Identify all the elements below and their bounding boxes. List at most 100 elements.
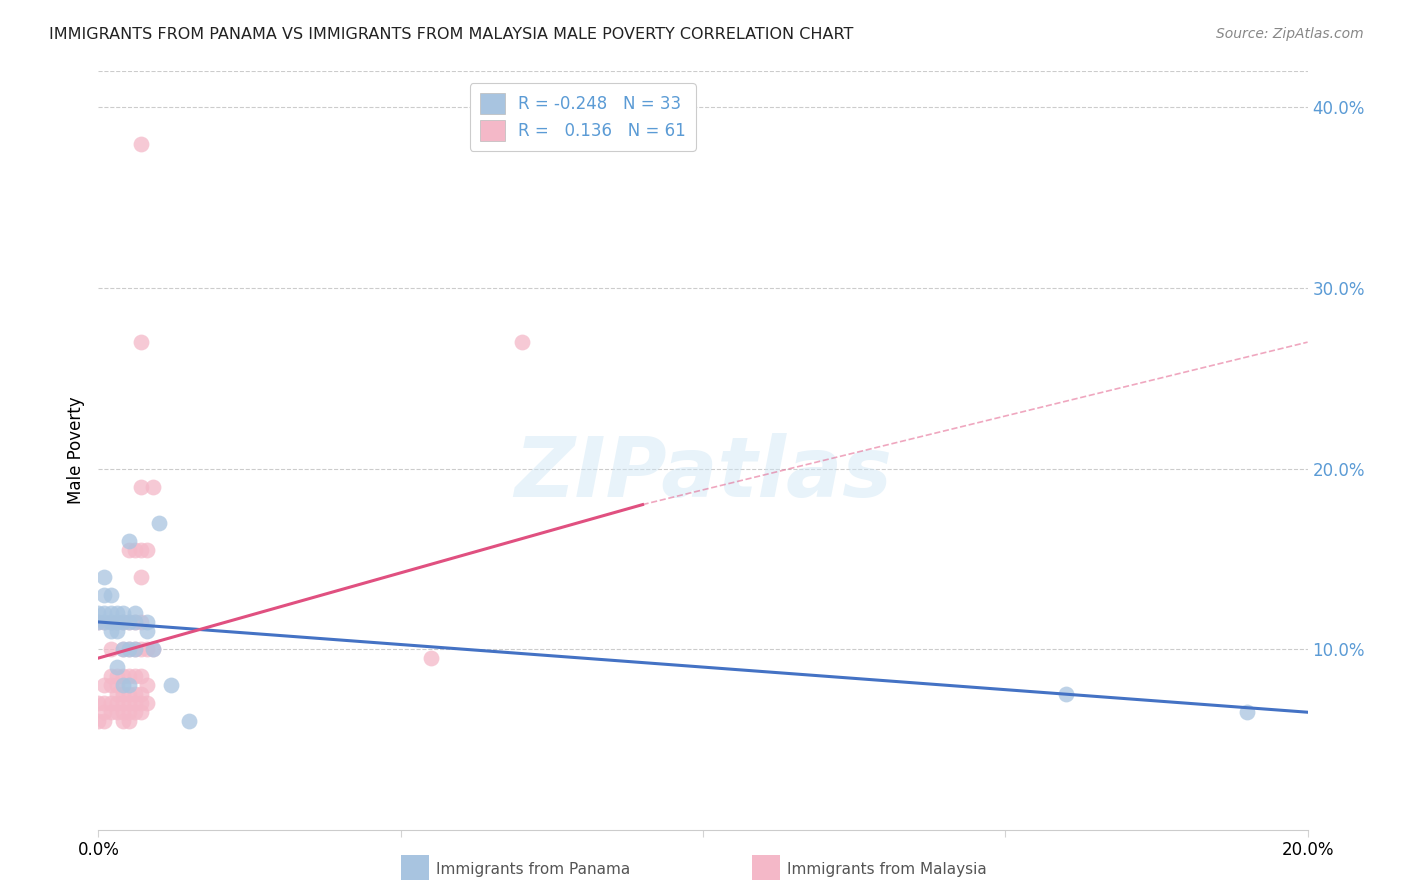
Point xyxy=(129,687,152,701)
Point xyxy=(118,642,141,657)
Point xyxy=(111,696,134,710)
Point xyxy=(111,714,134,729)
Point xyxy=(105,660,128,674)
Point xyxy=(105,624,128,638)
Point xyxy=(100,642,122,657)
Point xyxy=(129,335,152,350)
Y-axis label: Male Poverty: Male Poverty xyxy=(66,397,84,504)
Point xyxy=(93,606,115,620)
Point xyxy=(118,696,141,710)
Point xyxy=(118,642,141,657)
Point xyxy=(105,669,128,683)
Point xyxy=(148,516,170,530)
Point xyxy=(124,705,146,719)
Point xyxy=(87,606,110,620)
Point xyxy=(105,615,128,629)
Point xyxy=(100,669,122,683)
Point xyxy=(135,678,157,692)
Point xyxy=(87,714,110,729)
Point xyxy=(118,542,141,557)
Point xyxy=(1236,705,1258,719)
Point xyxy=(93,678,115,692)
Point xyxy=(111,642,134,657)
Point xyxy=(135,615,157,629)
Point xyxy=(124,642,146,657)
Point xyxy=(100,696,122,710)
Point xyxy=(142,642,165,657)
Point xyxy=(129,705,152,719)
Point xyxy=(100,678,122,692)
Point xyxy=(105,696,128,710)
Point xyxy=(105,678,128,692)
Point xyxy=(93,696,115,710)
Point xyxy=(118,678,141,692)
Point xyxy=(124,615,146,629)
Point xyxy=(129,615,152,629)
Point xyxy=(124,687,146,701)
Point xyxy=(111,615,134,629)
Point xyxy=(93,588,115,602)
Point xyxy=(129,479,152,493)
Point xyxy=(93,615,115,629)
Point xyxy=(111,606,134,620)
Point xyxy=(118,533,141,548)
Point xyxy=(124,669,146,683)
Point xyxy=(87,615,110,629)
Point xyxy=(87,615,110,629)
Point xyxy=(118,615,141,629)
Point xyxy=(93,714,115,729)
Point xyxy=(93,570,115,584)
Point xyxy=(129,642,152,657)
Point xyxy=(1054,687,1077,701)
Point xyxy=(118,615,141,629)
Point xyxy=(129,542,152,557)
Point xyxy=(129,570,152,584)
Point xyxy=(135,624,157,638)
Point xyxy=(93,705,115,719)
Point xyxy=(100,615,122,629)
Point xyxy=(111,642,134,657)
Point xyxy=(100,606,122,620)
Text: Immigrants from Malaysia: Immigrants from Malaysia xyxy=(787,863,987,877)
Point xyxy=(129,136,152,151)
Point xyxy=(129,669,152,683)
Point xyxy=(105,615,128,629)
Point xyxy=(87,696,110,710)
Text: Source: ZipAtlas.com: Source: ZipAtlas.com xyxy=(1216,27,1364,41)
Text: ZIPatlas: ZIPatlas xyxy=(515,433,891,514)
Point xyxy=(111,669,134,683)
Point xyxy=(135,542,157,557)
Point xyxy=(111,678,134,692)
Point xyxy=(124,696,146,710)
Point xyxy=(510,335,533,350)
Point xyxy=(124,615,146,629)
Point xyxy=(100,588,122,602)
Point xyxy=(100,624,122,638)
Point xyxy=(160,678,183,692)
Point xyxy=(124,642,146,657)
Point xyxy=(105,606,128,620)
Point xyxy=(142,642,165,657)
Point xyxy=(420,651,443,665)
Point xyxy=(100,615,122,629)
Point xyxy=(135,642,157,657)
Point xyxy=(118,669,141,683)
Point xyxy=(179,714,201,729)
Text: Immigrants from Panama: Immigrants from Panama xyxy=(436,863,630,877)
Point xyxy=(124,542,146,557)
Point xyxy=(142,479,165,493)
Point xyxy=(100,705,122,719)
Point xyxy=(111,705,134,719)
Text: IMMIGRANTS FROM PANAMA VS IMMIGRANTS FROM MALAYSIA MALE POVERTY CORRELATION CHAR: IMMIGRANTS FROM PANAMA VS IMMIGRANTS FRO… xyxy=(49,27,853,42)
Point xyxy=(111,687,134,701)
Point xyxy=(118,705,141,719)
Point xyxy=(118,687,141,701)
Point xyxy=(105,705,128,719)
Legend: R = -0.248   N = 33, R =   0.136   N = 61: R = -0.248 N = 33, R = 0.136 N = 61 xyxy=(470,84,696,151)
Point xyxy=(111,615,134,629)
Point xyxy=(118,714,141,729)
Point xyxy=(105,687,128,701)
Point xyxy=(135,696,157,710)
Point xyxy=(124,606,146,620)
Point xyxy=(129,696,152,710)
